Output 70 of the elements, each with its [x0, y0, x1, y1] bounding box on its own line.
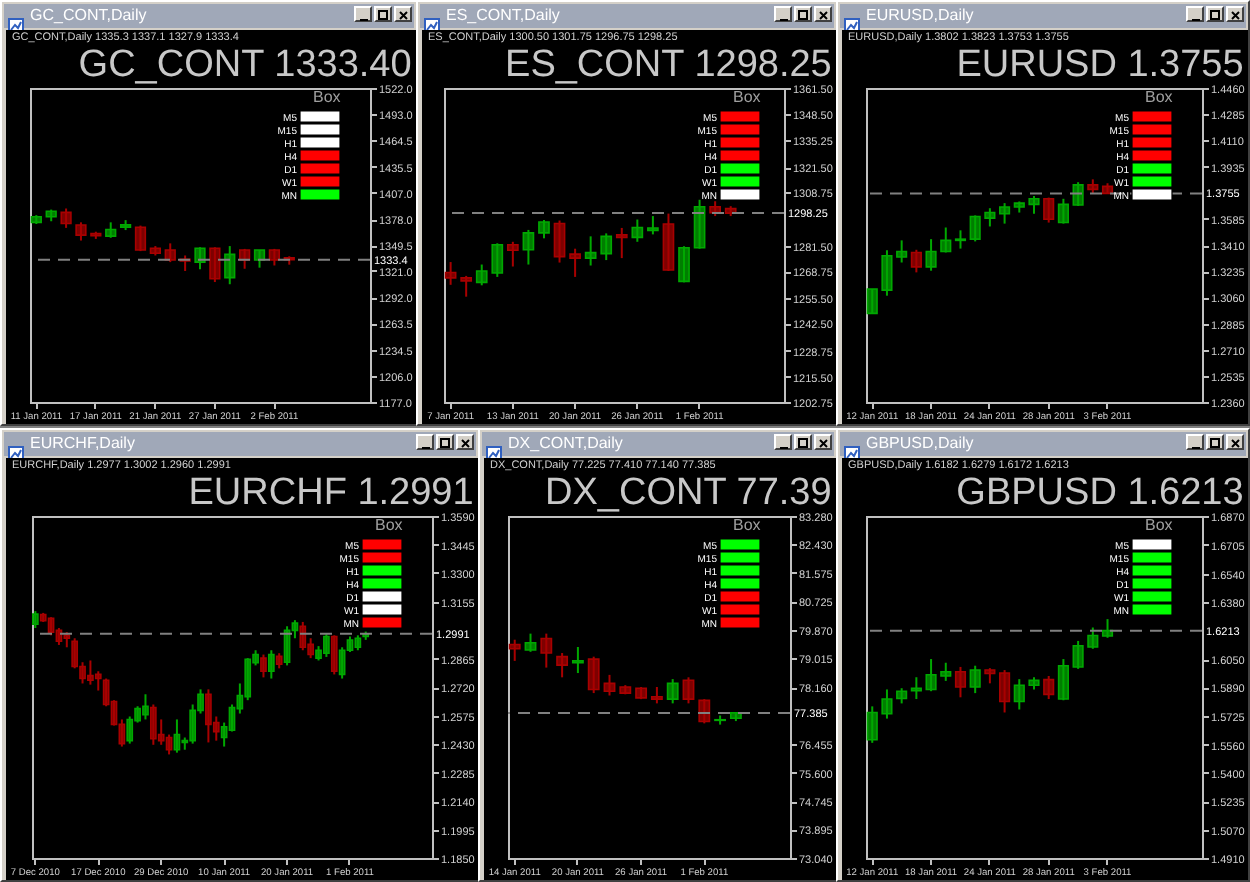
- candlestick: [338, 646, 346, 680]
- text: EURUSD,Daily: [840, 4, 1246, 28]
- candlestick: [60, 207, 72, 229]
- text: DX_CONT,Daily: [482, 432, 834, 456]
- text: Box: [733, 516, 761, 534]
- chart-title: GBPUSD 1.6213: [956, 472, 1244, 514]
- candlestick: [693, 198, 706, 250]
- candlestick: [556, 652, 569, 679]
- candlestick: [569, 247, 581, 278]
- text: Box: [733, 88, 761, 106]
- candlestick: [209, 246, 221, 284]
- candlestick: [164, 242, 176, 264]
- candlestick: [969, 664, 981, 695]
- candlestick: [647, 215, 659, 236]
- candlestick: [87, 659, 94, 686]
- text: GBPUSD,Daily: [840, 432, 1246, 456]
- candlestick: [678, 245, 690, 284]
- chart-title: GC_CONT 1333.40: [78, 44, 412, 86]
- candlestick: [1057, 197, 1069, 225]
- candlestick: [522, 228, 535, 266]
- candlestick: [1043, 196, 1055, 224]
- chart-title: EURUSD 1.3755: [956, 44, 1244, 86]
- candlestick: [553, 219, 566, 264]
- candlestick: [615, 226, 628, 260]
- chart-title: EURCHF 1.2991: [188, 472, 474, 514]
- text: Box: [375, 516, 403, 534]
- candlestick: [999, 669, 1011, 714]
- candlestick: [524, 632, 537, 653]
- candlestick: [323, 633, 330, 658]
- text: GC_CONT,Daily: [4, 4, 414, 28]
- candlestick: [910, 248, 922, 274]
- candlestick: [587, 655, 600, 695]
- candlestick: [94, 670, 102, 692]
- candlestick: [149, 703, 157, 746]
- text: Box: [1145, 88, 1173, 106]
- candlestick: [1057, 658, 1069, 702]
- candlestick: [631, 218, 644, 243]
- candlestick: [460, 274, 473, 298]
- candlestick: [142, 693, 149, 721]
- candlestick: [954, 665, 967, 699]
- candlestick: [194, 246, 206, 271]
- text: Box: [313, 88, 341, 106]
- candlestick: [666, 678, 679, 705]
- text: EURCHF,Daily: [4, 432, 476, 456]
- candlestick: [999, 202, 1011, 225]
- candlestick: [224, 245, 236, 286]
- candlestick: [299, 620, 307, 652]
- candlestick: [444, 261, 457, 286]
- candlestick: [173, 718, 181, 754]
- candlestick: [508, 638, 521, 662]
- candlestick: [603, 673, 616, 697]
- candlestick: [540, 632, 553, 669]
- chart-title: DX_CONT 77.39: [545, 472, 832, 514]
- candlestick: [507, 240, 519, 268]
- candlestick: [126, 715, 134, 745]
- candlestick: [1043, 675, 1055, 701]
- chart-title: ES_CONT 1298.25: [505, 44, 832, 86]
- candlestick: [260, 653, 267, 679]
- candlestick: [662, 212, 675, 272]
- candlestick: [571, 645, 584, 675]
- candlestick: [330, 634, 338, 676]
- text: Box: [1145, 516, 1173, 534]
- candlestick: [205, 688, 212, 744]
- candlestick: [165, 733, 173, 756]
- candlestick: [954, 229, 967, 250]
- candlestick: [538, 219, 550, 240]
- text: ES_CONT,Daily: [420, 4, 834, 28]
- candlestick: [682, 676, 695, 705]
- candlestick: [267, 649, 275, 680]
- candlestick: [1101, 618, 1114, 639]
